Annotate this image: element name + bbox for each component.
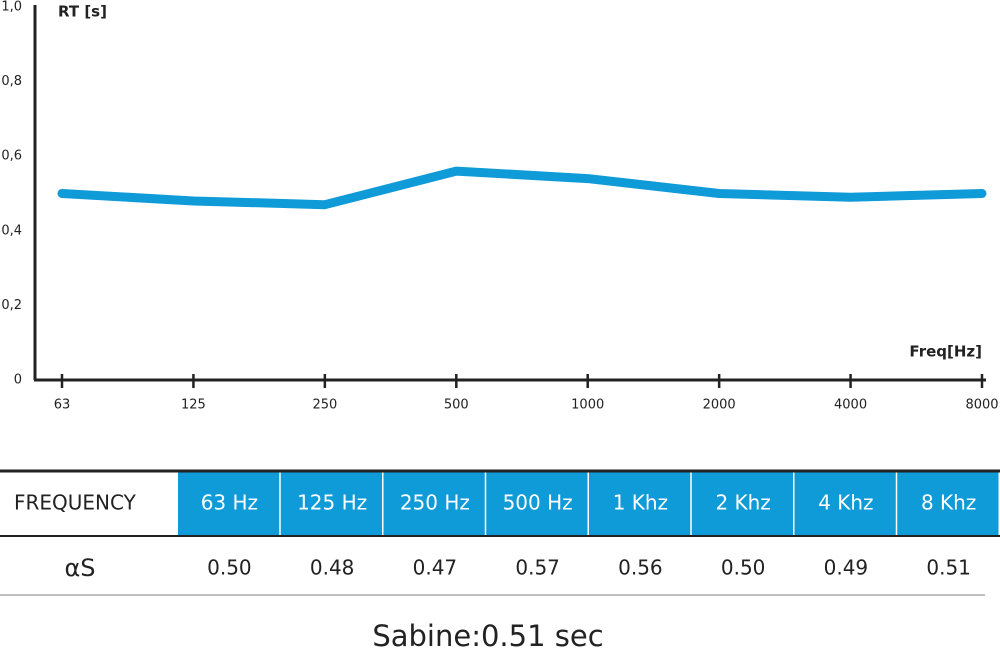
header-text: 125 Hz [297,491,367,515]
cell-text: 0.56 [618,556,663,580]
header-text: FREQUENCY [14,491,137,515]
cell-text: 0.48 [310,556,355,580]
y-tick-label: 0,8 [1,74,22,89]
header-text: 4 Khz [818,491,873,515]
x-tick-label: 250 [312,398,337,413]
cell-text: 0.51 [926,556,971,580]
header-cell [589,472,691,535]
y-tick-label: 1,0 [1,0,22,15]
header-cell [691,472,793,535]
x-tick-label: 4000 [834,398,867,413]
x-tick-label: 125 [181,398,206,413]
y-tick-label: 0,4 [1,223,22,238]
y-tick-label: 0 [14,373,22,388]
x-tick-label: 2000 [703,398,736,413]
x-axis-label: Freq[Hz] [909,343,982,361]
cell-text: 0.57 [515,556,560,580]
header-cell [486,472,588,535]
header-text: 250 Hz [400,491,470,515]
header-cell [178,472,280,535]
header-cell [897,472,999,535]
header-cell [280,472,382,535]
header-text: 8 Khz [921,491,976,515]
header-text: 63 Hz [201,491,258,515]
cell-text: 0.50 [207,556,252,580]
header-text: 500 Hz [503,491,573,515]
header-cell [383,472,485,535]
header-cell [794,472,896,535]
y-tick-label: 0,6 [1,149,22,164]
cell-text: 0.50 [721,556,766,580]
chart-title: RT [s] [58,3,107,21]
cell-text: αS [64,554,95,582]
y-tick-label: 0,2 [1,298,22,313]
header-text: 1 Khz [613,491,668,515]
x-tick-label: 500 [444,398,469,413]
x-tick-label: 63 [54,398,71,413]
x-tick-label: 1000 [571,398,604,413]
line [57,166,987,210]
footer: Sabine:0.51 sec [372,619,603,653]
header-text: 2 Khz [715,491,770,515]
cell-text: 0.47 [413,556,458,580]
cell-text: 0.49 [824,556,869,580]
x-tick-label: 8000 [965,398,998,413]
